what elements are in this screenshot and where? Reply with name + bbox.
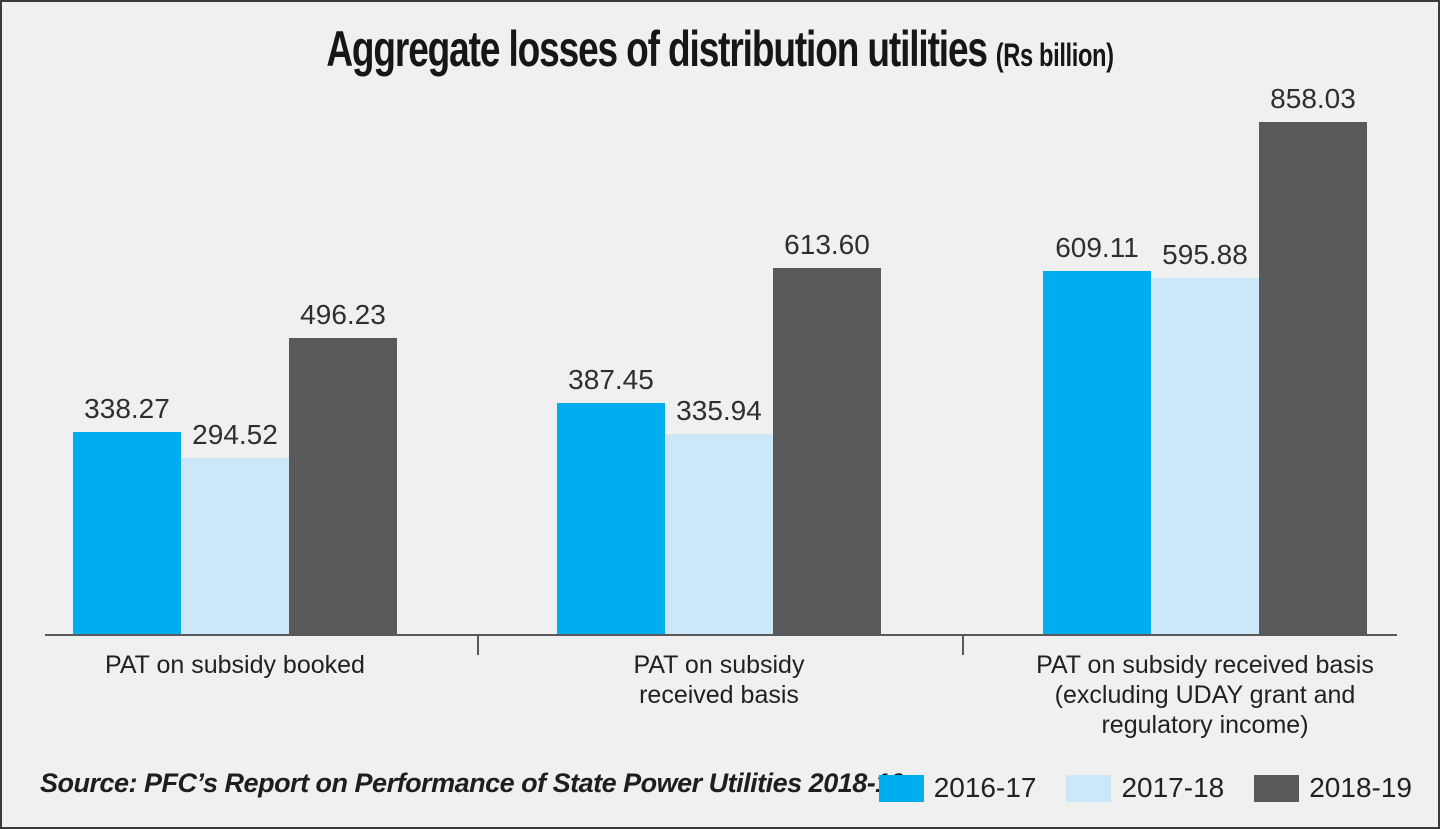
bar-2016-17 bbox=[73, 432, 181, 634]
category-label-line: PAT on subsidy received basis bbox=[1036, 651, 1374, 679]
bar-value-label: 613.60 bbox=[784, 229, 870, 260]
legend-item-2016-17: 2016-17 bbox=[878, 772, 1037, 804]
bar-value-label: 496.23 bbox=[300, 299, 386, 330]
bar-column: 496.23 bbox=[289, 299, 397, 634]
category-label-subsidy-received-excl-uday: PAT on subsidy received basis (excluding… bbox=[995, 650, 1415, 740]
x-axis-line bbox=[45, 634, 1397, 636]
bar-column: 595.88 bbox=[1151, 239, 1259, 634]
legend-label: 2018-19 bbox=[1309, 772, 1412, 803]
bar-2016-17 bbox=[557, 403, 665, 634]
bar-value-label: 335.94 bbox=[676, 395, 762, 426]
bar-value-label: 858.03 bbox=[1270, 83, 1356, 114]
legend-item-2018-19: 2018-19 bbox=[1254, 772, 1412, 804]
legend: 2016-17 2017-18 2018-19 bbox=[878, 772, 1412, 804]
x-axis-tick bbox=[962, 636, 964, 655]
bar-2017-18 bbox=[665, 434, 773, 634]
bar-column: 387.45 bbox=[557, 364, 665, 634]
chart-title: Aggregate losses of distribution utiliti… bbox=[326, 20, 1114, 78]
category-label-line: PAT on subsidy booked bbox=[105, 651, 365, 679]
bar-group-subsidy-received: 387.45 335.94 613.60 bbox=[557, 229, 881, 634]
legend-swatch-2017-18 bbox=[1066, 774, 1112, 802]
chart-title-unit: (Rs billion) bbox=[995, 37, 1114, 73]
bar-group-subsidy-booked: 338.27 294.52 496.23 bbox=[73, 299, 397, 634]
bar-column: 335.94 bbox=[665, 395, 773, 634]
legend-label: 2016-17 bbox=[933, 772, 1037, 803]
bar-value-label: 595.88 bbox=[1162, 239, 1248, 270]
legend-item-2017-18: 2017-18 bbox=[1066, 772, 1224, 804]
category-label-line: regulatory income) bbox=[1101, 711, 1309, 739]
category-label-subsidy-booked: PAT on subsidy booked bbox=[25, 650, 445, 680]
bar-2018-19 bbox=[773, 268, 881, 634]
chart-title-main: Aggregate losses of distribution utiliti… bbox=[326, 21, 988, 77]
bar-column: 613.60 bbox=[773, 229, 881, 634]
bar-value-label: 387.45 bbox=[568, 364, 654, 395]
bar-column: 338.27 bbox=[73, 393, 181, 634]
bar-2017-18 bbox=[181, 458, 289, 634]
category-label-line: (excluding UDAY grant and bbox=[1054, 681, 1356, 709]
bar-value-label: 338.27 bbox=[84, 393, 170, 424]
category-label-line: received basis bbox=[639, 681, 799, 709]
x-axis-tick bbox=[477, 636, 479, 655]
bar-2018-19 bbox=[1259, 122, 1367, 634]
category-label-line: PAT on subsidy bbox=[633, 651, 805, 679]
legend-swatch-2018-19 bbox=[1254, 774, 1300, 802]
bar-2016-17 bbox=[1043, 271, 1151, 634]
chart-title-row: Aggregate losses of distribution utiliti… bbox=[2, 20, 1438, 78]
legend-swatch-2016-17 bbox=[878, 774, 924, 802]
bar-column: 609.11 bbox=[1043, 232, 1151, 634]
bar-group-subsidy-received-excl-uday: 609.11 595.88 858.03 bbox=[1043, 83, 1367, 634]
bar-value-label: 294.52 bbox=[192, 419, 278, 450]
bar-2017-18 bbox=[1151, 278, 1259, 634]
source-note: Source: PFC’s Report on Performance of S… bbox=[40, 768, 905, 798]
bar-2018-19 bbox=[289, 338, 397, 634]
bar-column: 294.52 bbox=[181, 419, 289, 634]
category-label-subsidy-received: PAT on subsidy received basis bbox=[509, 650, 929, 710]
bar-column: 858.03 bbox=[1259, 83, 1367, 634]
legend-label: 2017-18 bbox=[1121, 772, 1225, 803]
bar-value-label: 609.11 bbox=[1055, 232, 1139, 263]
